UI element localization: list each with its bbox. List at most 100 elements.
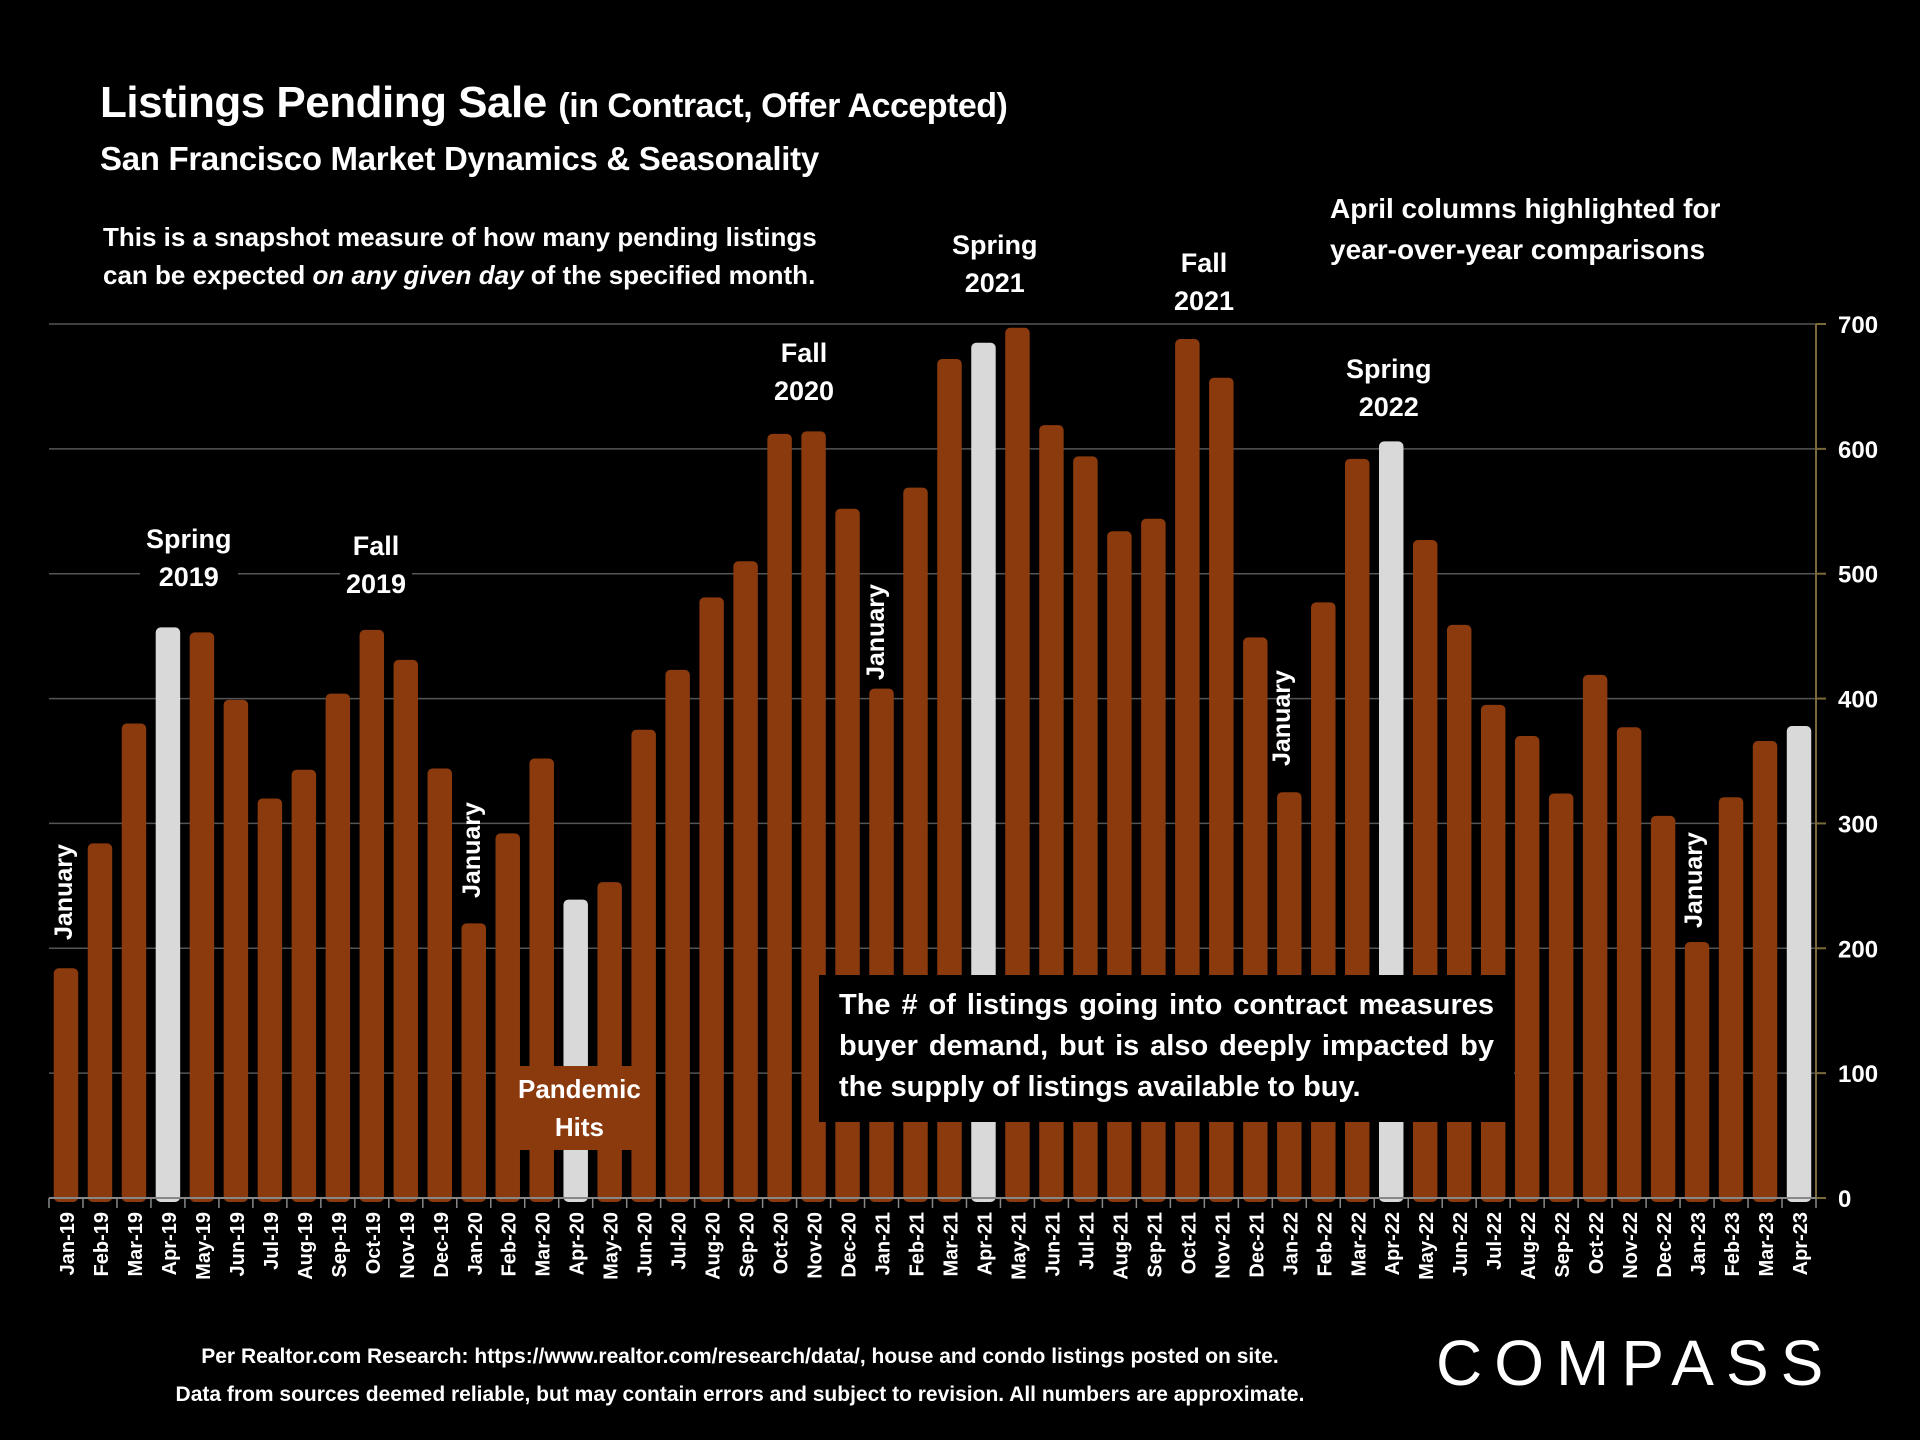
x-tick-label: Apr-22 <box>1382 1212 1404 1275</box>
bar-aug-20 <box>699 597 724 1202</box>
bar-sep-22 <box>1548 793 1574 1202</box>
x-tick-label: Aug-22 <box>1518 1212 1540 1280</box>
april-note-line-1: April columns highlighted for <box>1330 193 1721 224</box>
x-tick-label: Apr-21 <box>974 1212 996 1275</box>
footer: Per Realtor.com Research: https://www.re… <box>100 1338 1380 1414</box>
x-tick-label: Mar-21 <box>940 1212 962 1276</box>
x-tick-label: Apr-20 <box>567 1212 589 1275</box>
y-tick-label: 300 <box>1838 811 1878 838</box>
bar-dec-22 <box>1650 815 1676 1202</box>
bars <box>53 327 1812 1203</box>
x-tick-label: May-20 <box>601 1212 623 1280</box>
bar-may-20 <box>597 882 622 1202</box>
pandemic-line-2: Hits <box>554 1112 604 1142</box>
y-tick-label: 500 <box>1838 562 1878 589</box>
season-year: 2021 <box>964 268 1025 298</box>
x-tick-label: Jul-20 <box>669 1212 691 1270</box>
x-tick-label: Oct-20 <box>771 1212 793 1274</box>
bar-jul-20 <box>665 669 690 1202</box>
bar-feb-19 <box>87 843 113 1202</box>
bar-jul-19 <box>257 798 283 1202</box>
x-tick-label: Aug-19 <box>295 1212 317 1280</box>
x-tick-label: Dec-19 <box>431 1212 453 1278</box>
annotation-fall-2019: Fall 2019 <box>340 527 413 603</box>
x-tick-label: Feb-21 <box>907 1212 929 1276</box>
annotation-spring-2019: Spring 2019 <box>140 520 238 596</box>
bar-apr-23 <box>1786 726 1812 1202</box>
y-tick-label: 100 <box>1838 1061 1878 1088</box>
x-tick-label: Jul-19 <box>261 1212 283 1270</box>
season-label: Spring <box>146 524 232 554</box>
snapshot-note: This is a snapshot measure of how many p… <box>103 218 817 294</box>
y-tick-label: 0 <box>1838 1186 1851 1213</box>
season-label: Spring <box>1346 354 1432 384</box>
x-tick-label: Sep-21 <box>1144 1212 1166 1278</box>
y-tick-labels: 0 100 200 300 400 500 600 700 <box>1838 312 1878 1213</box>
x-tick-label: Jun-21 <box>1042 1212 1064 1276</box>
axes <box>48 323 1826 1208</box>
annotation-january-2020: January <box>458 802 486 898</box>
x-tick-label: Sep-22 <box>1552 1212 1574 1278</box>
bar-nov-22 <box>1616 727 1642 1202</box>
bar-apr-19 <box>155 627 181 1202</box>
source-note: Per Realtor.com Research: https://www.re… <box>201 1345 1279 1368</box>
x-tick-label: Mar-19 <box>125 1212 147 1276</box>
bar-sep-19 <box>325 693 351 1202</box>
season-year: 2019 <box>158 562 219 592</box>
season-year: 2019 <box>346 569 407 599</box>
bar-oct-22 <box>1582 674 1608 1202</box>
bar-aug-22 <box>1514 736 1540 1202</box>
x-tick-label: Jun-22 <box>1450 1212 1472 1276</box>
x-tick-label: Dec-20 <box>839 1212 861 1278</box>
note-line-1: This is a snapshot measure of how many p… <box>103 222 817 252</box>
bar-jul-22 <box>1480 704 1506 1202</box>
bar-jun-19 <box>223 699 249 1202</box>
y-tick-label: 200 <box>1838 936 1878 963</box>
bar-jan-23 <box>1684 942 1710 1202</box>
season-year: 2021 <box>1174 286 1235 316</box>
x-tick-label: Sep-19 <box>329 1212 351 1278</box>
x-tick-label: Mar-23 <box>1756 1212 1778 1276</box>
annotation-pandemic-hits: Pandemic Hits <box>504 1066 655 1150</box>
season-year: 2020 <box>774 376 835 406</box>
disclaimer: Data from sources deemed reliable, but m… <box>175 1383 1305 1406</box>
bar-jan-21 <box>869 688 894 1202</box>
compass-logo: COMPASS <box>1436 1327 1836 1399</box>
bar-apr-20 <box>563 899 588 1202</box>
annotation-january-2021: January <box>862 584 890 680</box>
x-tick-label: Oct-19 <box>363 1212 385 1274</box>
x-tick-label: Jun-20 <box>635 1212 657 1276</box>
x-tick-label: May-21 <box>1008 1212 1030 1280</box>
bar-aug-19 <box>291 769 317 1202</box>
x-tick-label: Jul-21 <box>1076 1212 1098 1270</box>
chart-subtitle: San Francisco Market Dynamics & Seasonal… <box>100 140 819 177</box>
annotation-spring-2022: Spring 2022 <box>1340 350 1438 426</box>
season-label: Fall <box>1180 248 1228 278</box>
x-tick-label: Feb-22 <box>1314 1212 1336 1276</box>
x-tick-label: Jan-20 <box>465 1212 487 1275</box>
annotation-fall-2020: Fall 2020 <box>768 334 841 410</box>
annotation-fall-2021: Fall 2021 <box>1168 244 1241 320</box>
x-tick-label: Apr-23 <box>1790 1212 1812 1275</box>
bar-dec-19 <box>427 768 453 1202</box>
bar-jan-20 <box>461 923 486 1202</box>
x-tick-label: Feb-19 <box>91 1212 113 1276</box>
title-paren: (in Contract, Offer Accepted) <box>558 87 1008 125</box>
callout-box: The # of listings going into contract me… <box>819 975 1514 1122</box>
title-main: Listings Pending Sale <box>100 78 547 127</box>
annotation-january-2019: January <box>50 844 78 940</box>
note-pre: can be expected <box>103 260 313 290</box>
bar-oct-20 <box>767 433 792 1203</box>
x-tick-label: Oct-21 <box>1178 1212 1200 1274</box>
note-line-2: can be expected on any given day of the … <box>103 256 817 294</box>
bar-oct-19 <box>359 629 385 1202</box>
bar-jan-19 <box>53 968 79 1202</box>
x-tick-label: Mar-20 <box>533 1212 555 1276</box>
april-highlight-note: April columns highlighted for year-over-… <box>1330 188 1720 270</box>
season-year: 2022 <box>1358 392 1419 422</box>
x-tick-label: Nov-20 <box>805 1212 827 1279</box>
season-label: Fall <box>352 531 400 561</box>
y-tick-label: 600 <box>1838 437 1878 464</box>
x-tick-label: Nov-19 <box>397 1212 419 1279</box>
season-label: Spring <box>952 230 1038 260</box>
